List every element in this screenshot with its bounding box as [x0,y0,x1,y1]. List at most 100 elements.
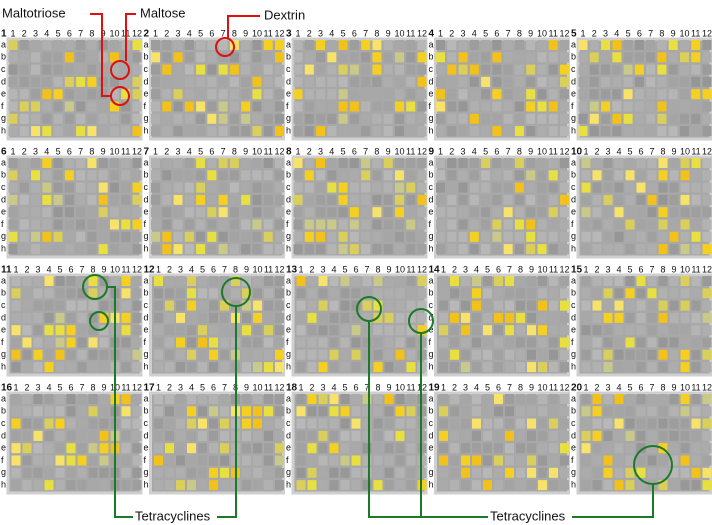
well [185,89,194,99]
column-label: 12 [559,146,569,156]
well [505,468,514,478]
column-label: 4 [616,146,621,156]
well [207,52,216,62]
well [515,232,524,242]
column-label: 3 [176,146,181,156]
well [406,114,415,124]
row-label: a [429,157,434,167]
row-label: g [571,113,576,123]
well [472,431,481,441]
well [538,443,547,453]
well [691,89,700,99]
well [549,77,558,87]
well [45,431,54,441]
well [648,244,657,254]
well [549,89,558,99]
well [681,220,690,230]
well [505,480,514,490]
column-label: 5 [200,264,205,274]
well [407,362,416,372]
well [604,394,613,404]
column-label: 12 [274,146,284,156]
well [151,126,160,136]
column-label: 6 [352,28,357,38]
well [483,419,492,429]
well [242,443,251,453]
column-label: 3 [33,146,38,156]
row-label: b [429,406,434,416]
row-label: a [144,157,149,167]
well [133,394,142,404]
well [407,276,416,286]
well [294,89,303,99]
row-label: h [144,243,149,253]
well [374,456,383,466]
well [615,244,624,254]
well [703,170,712,180]
well [481,102,490,112]
well [264,244,273,254]
well [703,288,712,298]
column-label: 7 [363,28,368,38]
well [505,325,514,335]
well [418,102,427,112]
well [162,40,171,50]
well [363,431,372,441]
row-label: e [1,207,6,217]
well [527,419,536,429]
well [341,468,350,478]
column-label: 1 [583,264,588,274]
row-label: a [429,275,434,285]
well [12,350,21,360]
well [253,338,262,348]
well [395,126,404,136]
well [648,456,657,466]
well [447,195,456,205]
well [9,65,18,75]
well [67,288,76,298]
well [12,288,21,298]
plate-number: 4 [429,29,435,40]
well [450,468,459,478]
column-label: 10 [394,146,404,156]
well [67,313,76,323]
well [122,301,131,311]
well [593,468,602,478]
column-label: 3 [605,382,610,392]
column-label: 5 [57,264,62,274]
well [122,406,131,416]
well [264,77,273,87]
well [582,406,591,416]
well [436,52,445,62]
well [579,52,588,62]
well [436,40,445,50]
well [363,301,372,311]
row-label: b [571,406,576,416]
column-label: 3 [35,382,40,392]
plate: 15123456789101112abcdefgh [571,264,712,375]
well [339,207,348,217]
well [308,313,317,323]
well [162,207,171,217]
well [198,394,207,404]
well [133,406,142,416]
well [34,325,43,335]
well [294,40,303,50]
well [219,207,228,217]
well [626,195,635,205]
well [470,244,479,254]
well [275,65,284,75]
well [154,276,163,286]
plate: 12123456789101112abcdefgh [144,264,285,375]
column-label: 8 [375,264,380,274]
well [526,220,535,230]
well [635,126,644,136]
well [209,394,218,404]
well [505,313,514,323]
well [121,232,130,242]
well [264,443,273,453]
well [703,244,712,254]
row-label: d [1,430,6,440]
row-label: b [286,170,291,180]
well [352,325,361,335]
